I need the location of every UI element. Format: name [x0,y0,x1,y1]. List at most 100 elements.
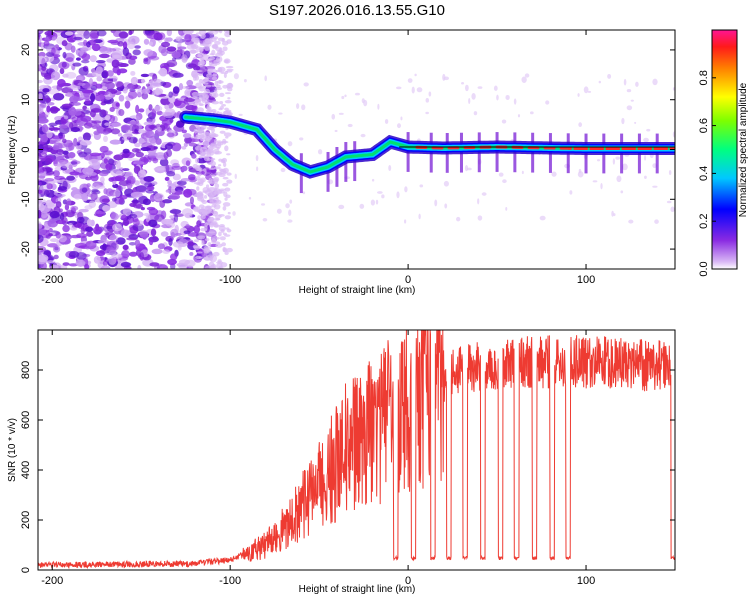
spectrogram-noise-blob [200,199,205,203]
spectrogram-noise-blob [208,38,213,44]
spectrogram-noise-blob [105,163,113,171]
spectrogram-noise-blob [208,231,216,234]
spectrogram-noise-blob [473,111,478,116]
spectrogram-noise-blob [194,69,198,73]
spectrogram-noise-blob [61,103,73,108]
spectrogram-noise-blob [226,247,233,253]
spectrogram-noise-blob [58,124,69,129]
spectrogram-noise-blob [215,57,220,63]
spectrogram-noise-blob [126,84,135,90]
spectrogram-noise-blob [73,137,78,147]
spectrogram-noise-blob [221,140,229,144]
spectrogram-noise-blob [370,199,376,206]
spectrogram-noise-blob [134,239,141,247]
spectrogram-noise-blob [243,78,247,83]
spectrogram-noise-blob [59,68,65,75]
spectrogram-noise-blob [206,254,214,259]
spectrogram-noise-blob [288,209,292,217]
spectrogram-noise-blob [111,59,120,68]
spectrogram-noise-blob [143,121,154,126]
spectrogram-noise-blob [89,152,102,157]
spectrogram-noise-blob [218,225,226,232]
spectrogram-noise-blob [166,171,176,177]
spectrogram-noise-blob [607,73,612,79]
spectrogram-noise-blob [334,129,338,133]
spectrogram-noise-blob [81,53,91,61]
spectrogram-noise-blob [296,103,300,109]
spectrogram-noise-blob [138,169,147,178]
spectrogram-noise-blob [301,104,306,111]
spectrogram-noise-blob [191,95,198,100]
spectrogram-noise-blob [154,214,165,222]
spectrogram-noise-blob [148,238,154,246]
spectrogram-noise-blob [654,219,659,224]
spectrogram-y-tick-label: 20 [20,44,32,56]
spectrogram-noise-blob [338,112,344,115]
spectrogram-noise-blob [86,218,92,227]
spectrogram-noise-blob [167,180,173,185]
snr-y-tick-label: 0 [20,567,32,573]
spectrogram-noise-blob [102,131,109,135]
spectrogram-noise-blob [99,46,110,54]
spectrogram-noise-blob [91,120,102,124]
spectrogram-noise-blob [338,204,345,210]
spectrogram-noise-blob [117,132,123,137]
snr-y-label: SNR (10 * v/v) [7,418,18,482]
spectrogram-noise-blob [149,124,157,131]
spectrogram-noise-blob [208,127,215,130]
spectrogram-noise-blob [90,93,96,103]
spectrogram-noise-blob [83,30,91,39]
spectrogram-noise-blob [201,214,206,220]
spectrogram-noise-blob [219,168,224,172]
spectrogram-noise-blob [46,105,51,113]
spectrogram-noise-blob [55,193,66,198]
spectrogram-noise-blob [161,119,173,126]
spectrogram-noise-blob [38,113,49,119]
spectrogram-noise-blob [111,101,121,110]
spectrogram-y-ticks: -20 -10 0 10 20 [20,44,675,257]
spectrogram-noise-blob [204,76,210,80]
spectrogram-noise-blob [71,187,78,191]
spectrogram-noise-blob [95,66,103,75]
spectrogram-noise-blob [181,208,193,217]
spectrogram-noise-blob [289,199,293,204]
spectrogram-noise-blob [194,75,200,81]
spectrogram-noise-blob [134,142,141,148]
spectrogram-noise-blob [213,188,220,192]
spectrogram-noise-blob [143,212,150,217]
spectrogram-noise-blob [118,109,125,117]
spectrogram-noise-blob [148,41,154,46]
spectrogram-y-tick-label: 0 [20,146,32,152]
spectrogram-noise-blob [211,84,216,87]
spectrogram-noise-blob [612,158,616,165]
spectrogram-noise-blob [135,151,144,158]
spectrogram-noise-blob [170,231,176,239]
spectrogram-noise-blob [287,219,293,223]
spectrogram-noise-blob [210,265,216,269]
spectrogram-noise-blob [58,235,67,243]
spectrogram-noise-blob [137,264,142,269]
spectrogram-noise-blob [99,176,105,183]
spectrogram-noise-blob [278,112,283,115]
spectrogram-noise-blob [207,71,212,74]
spectrogram-noise-blob [131,148,140,153]
spectrogram-noise-blob [623,78,627,86]
spectrogram-noise-blob [214,241,221,245]
spectrogram-noise-blob [197,173,202,177]
spectrogram-noise-blob [163,112,174,119]
spectrogram-noise-blob [521,170,524,175]
spectrogram-noise-blob [122,218,130,227]
spectrogram-noise-blob [205,238,210,242]
spectrogram-noise-blob [407,78,413,83]
spectrogram-noise-blob [202,140,210,148]
spectrogram-noise-blob [493,85,498,91]
spectrogram-noise-blob [187,63,197,68]
spectrogram-x-tick-label: 100 [577,274,595,286]
spectrogram-noise-blob [210,157,216,161]
spectrogram-noise-blob [200,227,208,232]
colorbar-tick-label: 0.8 [698,70,710,85]
spectrogram-noise-blob [110,122,122,127]
spectrogram-noise-blob [146,33,158,39]
spectrogram-noise-blob [616,175,622,183]
spectrogram-noise-blob [468,98,471,104]
